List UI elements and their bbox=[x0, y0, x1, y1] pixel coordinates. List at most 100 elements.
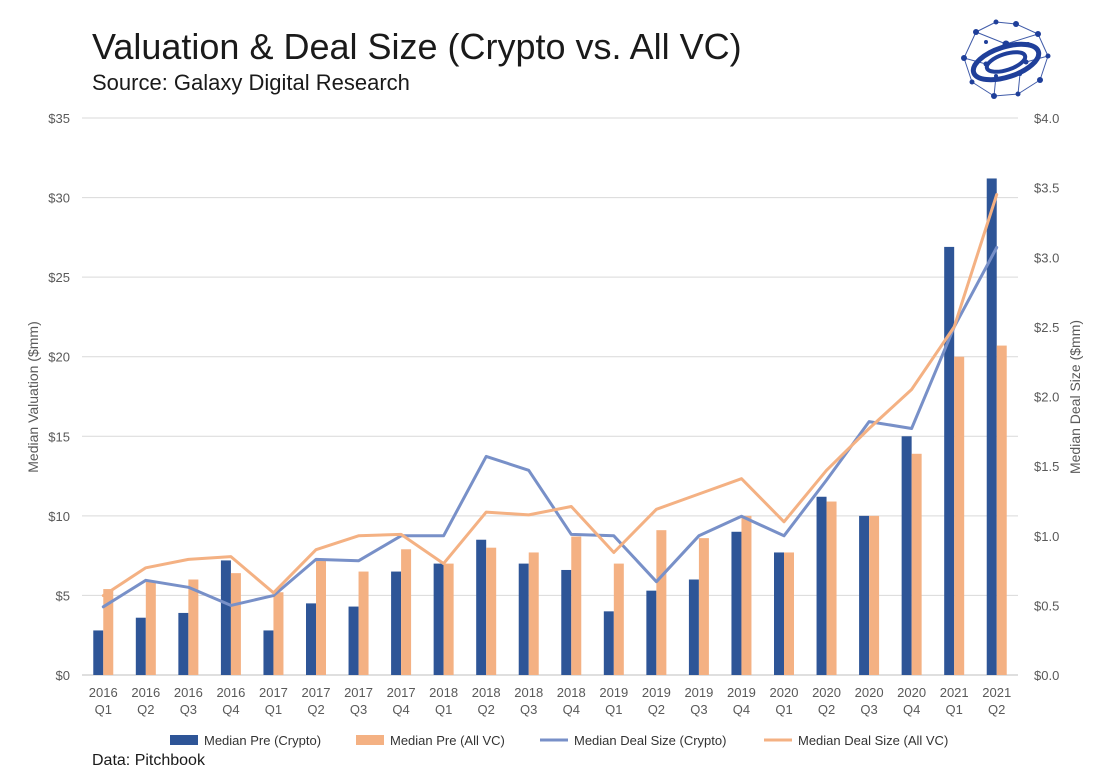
x-tick-year: 2020 bbox=[812, 685, 841, 700]
bar-median-pre-all-vc bbox=[486, 547, 497, 675]
bar-median-pre-crypto bbox=[348, 606, 359, 675]
x-tick-quarter: Q2 bbox=[818, 702, 835, 717]
bar-median-pre-crypto bbox=[986, 178, 997, 675]
bar-median-pre-crypto bbox=[306, 603, 316, 675]
x-tick-year: 2021 bbox=[982, 685, 1011, 700]
bar-median-pre-crypto bbox=[774, 552, 784, 675]
left-tick-label: $25 bbox=[48, 270, 70, 285]
bar-median-pre-all-vc bbox=[528, 552, 539, 675]
bar-median-pre-all-vc bbox=[741, 515, 752, 675]
x-tick-quarter: Q3 bbox=[860, 702, 877, 717]
right-axis-title: Median Deal Size ($mm) bbox=[1067, 320, 1083, 474]
bar-median-pre-all-vc bbox=[656, 530, 667, 675]
x-tick-quarter: Q1 bbox=[775, 702, 792, 717]
bar-median-pre-all-vc bbox=[784, 552, 794, 675]
bar-median-pre-all-vc bbox=[996, 345, 1007, 675]
left-tick-label: $35 bbox=[48, 111, 70, 126]
bar-median-pre-crypto bbox=[433, 563, 444, 675]
bar-median-pre-crypto bbox=[135, 617, 146, 675]
legend-label: Median Pre (Crypto) bbox=[204, 733, 321, 748]
x-tick-quarter: Q1 bbox=[435, 702, 452, 717]
chart-title: Valuation & Deal Size (Crypto vs. All VC… bbox=[92, 26, 742, 67]
bars-layer bbox=[93, 178, 1007, 676]
x-tick-quarter: Q4 bbox=[733, 702, 750, 717]
bar-median-pre-all-vc bbox=[911, 453, 922, 675]
bar-median-pre-crypto bbox=[391, 571, 402, 675]
x-tick-year: 2019 bbox=[642, 685, 671, 700]
bar-median-pre-crypto bbox=[859, 515, 870, 675]
left-tick-label: $20 bbox=[48, 350, 70, 365]
x-tick-quarter: Q2 bbox=[478, 702, 495, 717]
bar-median-pre-crypto bbox=[476, 539, 487, 675]
left-axis-title: Median Valuation ($mm) bbox=[25, 321, 41, 472]
x-tick-quarter: Q2 bbox=[648, 702, 665, 717]
legend-swatch bbox=[356, 735, 384, 745]
chart-subtitle: Source: Galaxy Digital Research bbox=[92, 70, 410, 95]
legend: Median Pre (Crypto) Median Pre (All VC) Me… bbox=[170, 733, 948, 748]
x-tick-year: 2019 bbox=[727, 685, 756, 700]
bar-median-pre-all-vc bbox=[103, 589, 114, 675]
x-tick-quarter: Q3 bbox=[350, 702, 367, 717]
right-tick-label: $3.0 bbox=[1034, 250, 1059, 265]
bar-median-pre-all-vc bbox=[145, 581, 156, 675]
legend-swatch bbox=[170, 735, 198, 745]
left-tick-label: $15 bbox=[48, 429, 70, 444]
left-axis-ticks: $0 $5 $10 $15 $20 $25 $30 $35 bbox=[48, 111, 70, 683]
x-tick-quarter: Q4 bbox=[903, 702, 920, 717]
x-tick-year: 2020 bbox=[897, 685, 926, 700]
x-tick-quarter: Q1 bbox=[605, 702, 622, 717]
bar-median-pre-all-vc bbox=[316, 560, 326, 675]
x-tick-year: 2017 bbox=[387, 685, 416, 700]
right-tick-label: $4.0 bbox=[1034, 111, 1059, 126]
x-tick-quarter: Q2 bbox=[988, 702, 1005, 717]
x-tick-year: 2018 bbox=[429, 685, 458, 700]
right-tick-label: $1.0 bbox=[1034, 529, 1059, 544]
x-tick-quarter: Q3 bbox=[520, 702, 537, 717]
legend-label: Median Pre (All VC) bbox=[390, 733, 505, 748]
left-tick-label: $30 bbox=[48, 191, 70, 206]
bar-median-pre-crypto bbox=[688, 579, 699, 675]
x-tick-year: 2017 bbox=[302, 685, 331, 700]
x-tick-quarter: Q3 bbox=[180, 702, 197, 717]
x-tick-quarter: Q4 bbox=[222, 702, 239, 717]
x-tick-quarter: Q2 bbox=[137, 702, 154, 717]
bar-median-pre-all-vc bbox=[954, 356, 965, 675]
x-tick-year: 2016 bbox=[174, 685, 203, 700]
x-tick-year: 2017 bbox=[259, 685, 288, 700]
bar-median-pre-all-vc bbox=[230, 573, 241, 675]
bar-median-pre-all-vc bbox=[188, 579, 199, 675]
legend-label: Median Deal Size (Crypto) bbox=[574, 733, 726, 748]
bar-median-pre-crypto bbox=[220, 560, 231, 675]
x-tick-year: 2016 bbox=[216, 685, 245, 700]
x-tick-year: 2021 bbox=[940, 685, 969, 700]
bar-median-pre-all-vc bbox=[613, 563, 624, 675]
right-tick-label: $3.5 bbox=[1034, 181, 1059, 196]
left-tick-label: $0 bbox=[56, 668, 70, 683]
legend-label: Median Deal Size (All VC) bbox=[798, 733, 948, 748]
right-axis-ticks: $0.0 $0.5 $1.0 $1.5 $2.0 $2.5 $3.0 $3.5 $4.0 bbox=[1034, 111, 1059, 683]
left-tick-label: $10 bbox=[48, 509, 70, 524]
x-tick-quarter: Q1 bbox=[946, 702, 963, 717]
x-tick-year: 2018 bbox=[472, 685, 501, 700]
bar-median-pre-crypto bbox=[944, 246, 955, 676]
lines-layer bbox=[101, 193, 999, 609]
line-median-deal-size-all-vc bbox=[101, 193, 999, 598]
right-tick-label: $2.5 bbox=[1034, 320, 1059, 335]
grid-lines bbox=[82, 117, 1018, 676]
x-tick-year: 2017 bbox=[344, 685, 373, 700]
data-source-note: Data: Pitchbook bbox=[92, 752, 205, 769]
left-tick-label: $5 bbox=[56, 588, 70, 603]
bar-median-pre-crypto bbox=[603, 611, 614, 675]
x-tick-year: 2020 bbox=[855, 685, 884, 700]
bar-median-pre-all-vc bbox=[401, 549, 412, 675]
x-tick-year: 2018 bbox=[514, 685, 543, 700]
network-globe-logo bbox=[961, 19, 1051, 99]
x-tick-year: 2019 bbox=[599, 685, 628, 700]
bar-median-pre-all-vc bbox=[443, 563, 454, 675]
bar-median-pre-crypto bbox=[561, 569, 572, 675]
right-tick-label: $2.0 bbox=[1034, 390, 1059, 405]
right-tick-label: $0.5 bbox=[1034, 598, 1059, 613]
bar-median-pre-crypto bbox=[263, 630, 274, 675]
x-tick-year: 2018 bbox=[557, 685, 586, 700]
right-tick-label: $1.5 bbox=[1034, 459, 1059, 474]
